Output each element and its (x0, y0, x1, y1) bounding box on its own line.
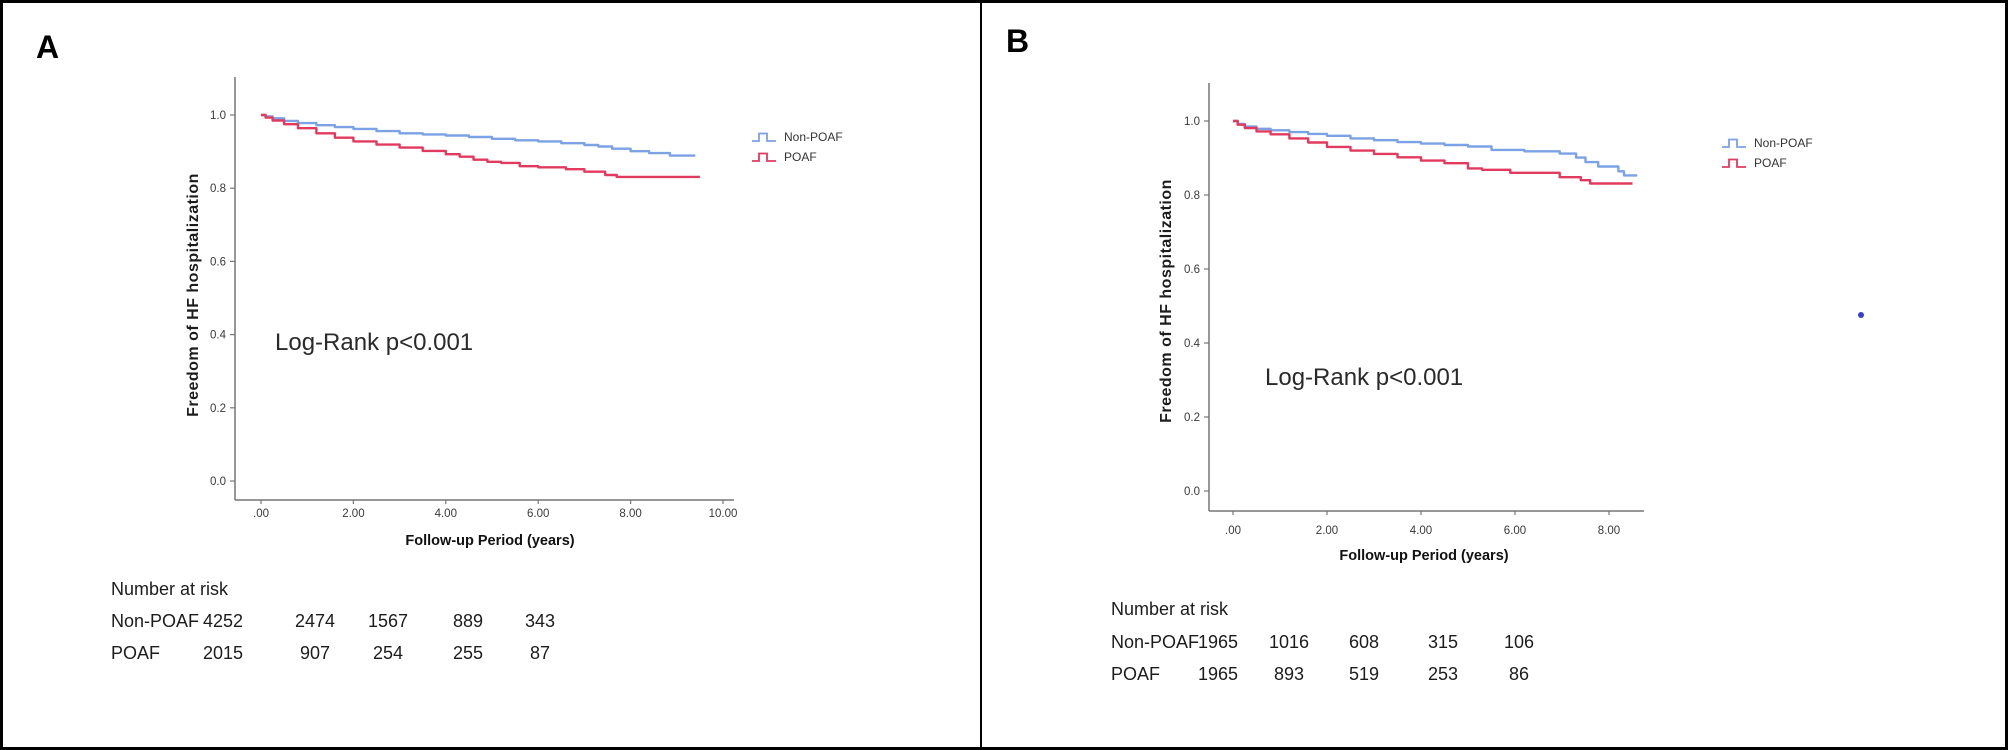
panel-b-label: B (1006, 23, 1030, 59)
risk-value: 889 (452, 611, 484, 631)
svg-text:0.8: 0.8 (1184, 190, 1200, 202)
panel-a-risk-row-poaf: POAF 2015 907 254 255 87 (3, 643, 2005, 665)
svg-text:4.00: 4.00 (435, 508, 457, 520)
risk-value: 2474 (294, 611, 336, 631)
panel-a-x-axis-title: Follow-up Period (years) (405, 533, 575, 549)
panel-a-risk-table-title: Number at risk (111, 579, 229, 599)
risk-row-label: Non-POAF (111, 611, 200, 631)
panel-b-x-axis-title: Follow-up Period (years) (1339, 548, 1509, 564)
panel-b-logrank-annotation: Log-Rank p<0.001 (1265, 364, 1464, 391)
risk-value: 893 (1273, 664, 1305, 684)
poaf-step-line-icon (1722, 158, 1746, 168)
stray-data-point (1858, 312, 1864, 318)
risk-row-label: POAF (1111, 664, 1161, 684)
risk-value: 907 (299, 643, 331, 663)
risk-value: 2015 (202, 643, 244, 663)
legend-label-non-poaf: Non-POAF (1754, 136, 1813, 150)
legend-label-non-poaf: Non-POAF (784, 130, 843, 144)
panel-b-risk-table-title: Number at risk (1111, 599, 1229, 619)
risk-value: 87 (529, 643, 551, 663)
risk-value: 4252 (202, 611, 244, 631)
risk-value: 519 (1348, 664, 1380, 684)
legend-item-non-poaf: Non-POAF (1721, 135, 1813, 151)
non-poaf-step-line-icon (752, 132, 776, 142)
svg-text:0.8: 0.8 (210, 183, 226, 195)
legend-item-poaf: POAF (1721, 155, 1813, 171)
svg-text:4.00: 4.00 (1410, 525, 1432, 537)
panel-a-y-axis-title: Freedom of HF hospitalization (185, 173, 202, 417)
legend-item-non-poaf: Non-POAF (751, 129, 843, 145)
poaf-step-line-icon (752, 152, 776, 162)
risk-value: 343 (524, 611, 556, 631)
svg-text:0.6: 0.6 (1184, 264, 1200, 276)
svg-text:0.0: 0.0 (1184, 486, 1200, 498)
panel-a-label: A (36, 29, 60, 65)
non-poaf-step-line-icon (1722, 138, 1746, 148)
svg-text:2.00: 2.00 (1316, 525, 1338, 537)
svg-text:2.00: 2.00 (342, 508, 364, 520)
risk-value: 1965 (1197, 664, 1239, 684)
km-curves-canvas: .00 2.00 4.00 6.00 8.00 10.00 0.0 0.2 0.4 0.6 0.8 1… (210, 77, 1864, 537)
risk-value: 106 (1503, 632, 1535, 652)
svg-text:0.2: 0.2 (210, 403, 226, 415)
risk-value: 1567 (367, 611, 409, 631)
legend-label-poaf: POAF (1754, 156, 1787, 170)
panel-b-risk-row-poaf: POAF 1965 893 519 253 86 (3, 664, 2005, 686)
legend-label-poaf: POAF (784, 150, 817, 164)
svg-text:.00: .00 (1225, 525, 1241, 537)
panel-a-risk-row-non-poaf: Non-POAF 4252 2474 1567 889 343 (3, 611, 2005, 633)
svg-text:6.00: 6.00 (1504, 525, 1526, 537)
risk-row-label: Non-POAF (1111, 632, 1200, 652)
svg-text:0.4: 0.4 (1184, 338, 1201, 350)
risk-row-label: POAF (111, 643, 161, 663)
risk-value: 1965 (1197, 632, 1239, 652)
svg-text:6.00: 6.00 (527, 508, 549, 520)
svg-text:10.00: 10.00 (709, 508, 738, 520)
panel-a-logrank-annotation: Log-Rank p<0.001 (275, 329, 474, 356)
svg-text:8.00: 8.00 (1598, 525, 1620, 537)
risk-value: 254 (372, 643, 404, 663)
svg-text:0.0: 0.0 (210, 476, 226, 488)
svg-text:0.4: 0.4 (210, 330, 227, 342)
risk-value: 608 (1348, 632, 1380, 652)
svg-text:.00: .00 (253, 508, 269, 520)
svg-text:0.2: 0.2 (1184, 412, 1200, 424)
legend-item-poaf: POAF (751, 149, 843, 165)
panel-b-legend: Non-POAF POAF (1721, 135, 1813, 171)
panel-a-legend: Non-POAF POAF (751, 129, 843, 165)
risk-value: 315 (1427, 632, 1459, 652)
risk-value: 86 (1508, 664, 1530, 684)
panel-b-y-axis-title: Freedom of HF hospitalization (1158, 179, 1175, 423)
svg-text:1.0: 1.0 (210, 110, 226, 122)
svg-text:8.00: 8.00 (619, 508, 641, 520)
risk-value: 1016 (1268, 632, 1310, 652)
risk-value: 255 (452, 643, 484, 663)
panel-divider (980, 3, 982, 747)
risk-value: 253 (1427, 664, 1459, 684)
panel-b-risk-row-non-poaf: Non-POAF 1965 1016 608 315 106 (3, 632, 2005, 654)
svg-text:0.6: 0.6 (210, 256, 226, 268)
svg-text:1.0: 1.0 (1184, 116, 1200, 128)
